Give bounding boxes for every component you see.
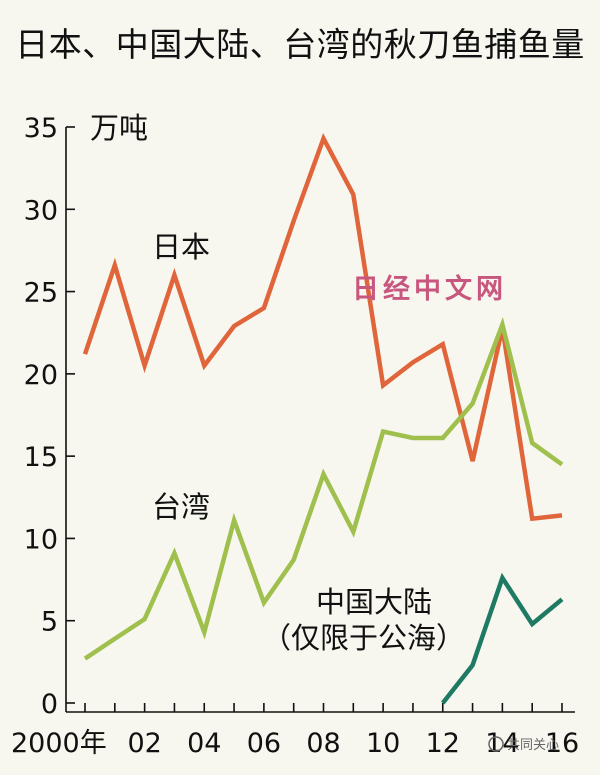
y-tick-label: 35 bbox=[24, 113, 58, 144]
y-tick-label: 15 bbox=[24, 442, 58, 473]
badge-icon bbox=[488, 736, 504, 752]
x-tick-label: 02 bbox=[127, 728, 161, 759]
x-tick-label: 16 bbox=[545, 728, 579, 759]
y-ticks: 0 5 10 15 20 25 30 35 bbox=[24, 113, 75, 720]
x-tick-label: 06 bbox=[247, 728, 281, 759]
source-badge: 共同关心 bbox=[488, 736, 559, 753]
watermark: 日经中文网 bbox=[352, 273, 507, 305]
label-japan: 日本 bbox=[152, 230, 210, 264]
x-tick-label: 04 bbox=[187, 728, 221, 759]
y-tick-label: 20 bbox=[24, 360, 58, 391]
y-tick-label: 10 bbox=[24, 524, 58, 555]
label-taiwan: 台湾 bbox=[152, 490, 210, 524]
y-tick-label: 25 bbox=[24, 278, 58, 309]
axes bbox=[65, 127, 575, 713]
x-ticks: 2000年 02 04 06 08 10 12 14 16 bbox=[11, 703, 579, 759]
badge-text: 共同关心 bbox=[507, 738, 559, 753]
series-lines bbox=[82, 132, 564, 705]
y-tick-label: 30 bbox=[24, 195, 58, 226]
x-tick-label: 12 bbox=[426, 728, 460, 759]
x-tick-label: 08 bbox=[306, 728, 340, 759]
x-tick-label: 10 bbox=[366, 728, 400, 759]
series-line-0 bbox=[82, 132, 563, 522]
label-china-line2: （仅限于公海） bbox=[262, 621, 465, 655]
y-tick-label: 0 bbox=[41, 689, 58, 720]
y-tick-label: 5 bbox=[41, 607, 58, 638]
label-china-line1: 中国大陆 bbox=[316, 585, 432, 619]
y-axis-unit: 万吨 bbox=[90, 111, 148, 145]
chart-title: 日本、中国大陆、台湾的秋刀鱼捕鱼量 bbox=[15, 25, 585, 64]
x-tick-label: 2000年 bbox=[11, 728, 107, 759]
